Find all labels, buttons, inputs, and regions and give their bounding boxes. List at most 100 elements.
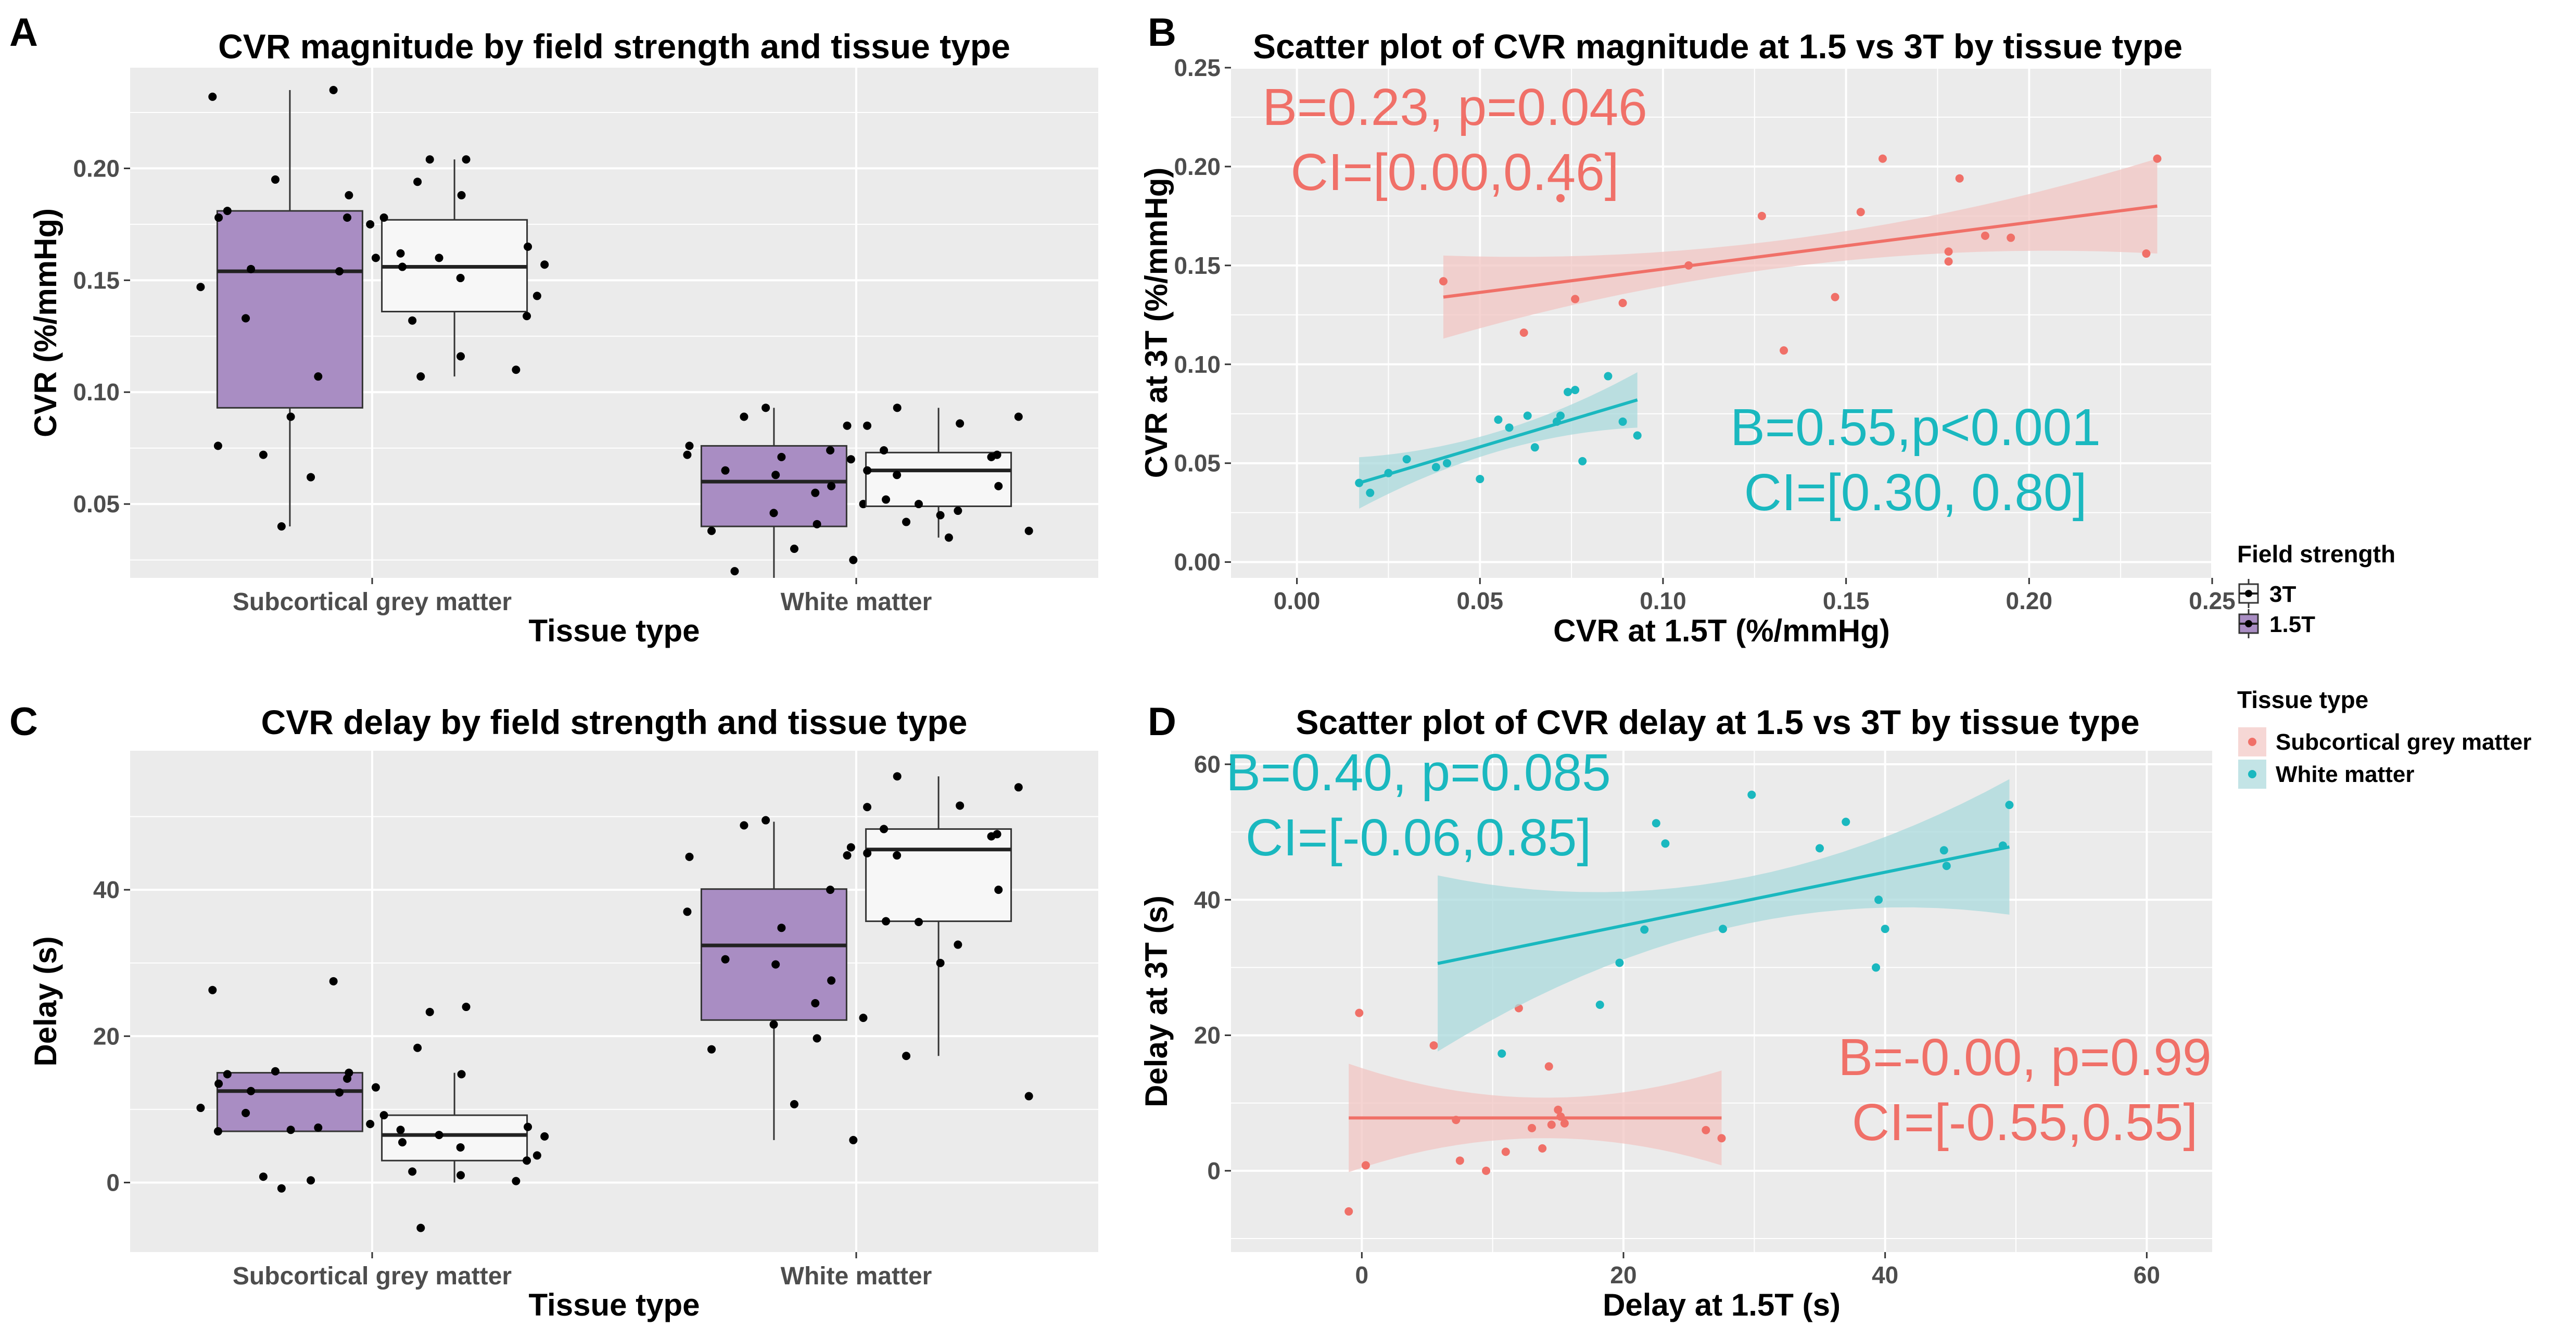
- legend-title-tissue-type: Tissue type: [2237, 686, 2368, 713]
- data-point: [1939, 846, 1948, 855]
- panel-A: A CVR magnitude by field strength and tis…: [9, 10, 1098, 648]
- data-point: [707, 526, 716, 535]
- box-group-3T-white: [846, 772, 1033, 1101]
- data-point: [1505, 423, 1514, 432]
- data-point: [396, 249, 405, 258]
- data-point: [1564, 387, 1572, 396]
- legend-title-field-strength: Field strength: [2237, 540, 2395, 567]
- data-point: [408, 1167, 417, 1176]
- data-point: [880, 446, 889, 454]
- data-point: [271, 1067, 280, 1076]
- data-point: [740, 821, 748, 830]
- data-point: [307, 473, 315, 482]
- stat-annotation-line1: B=0.23, p=0.046: [1262, 78, 1647, 136]
- data-point: [366, 1119, 375, 1128]
- data-point: [1556, 411, 1565, 420]
- y-tick-label: 40: [1194, 886, 1221, 913]
- data-point: [1652, 819, 1660, 828]
- data-point: [1881, 925, 1889, 933]
- data-point: [345, 191, 353, 199]
- panel-B: B Scatter plot of CVR magnitude at 1.5 vs…: [1139, 10, 2236, 648]
- data-point: [1571, 386, 1580, 395]
- y-tick-label: 0.15: [73, 267, 120, 294]
- data-point: [2005, 801, 2014, 810]
- y-tick-label: 0.25: [1174, 54, 1221, 81]
- data-point: [416, 1223, 425, 1232]
- data-point: [849, 555, 858, 564]
- data-point: [893, 471, 902, 479]
- data-point: [769, 509, 778, 517]
- data-point: [413, 1043, 422, 1052]
- y-tick-label: 0: [106, 1169, 120, 1196]
- x-tick-label: 0.25: [2189, 587, 2236, 614]
- data-point: [307, 1176, 315, 1185]
- data-point: [1747, 790, 1756, 799]
- data-point: [1872, 963, 1881, 972]
- data-point: [685, 852, 694, 861]
- box-group-3T-grey: [366, 155, 549, 381]
- data-point: [329, 977, 338, 986]
- panel-letter: A: [9, 10, 38, 55]
- data-point: [987, 452, 996, 461]
- data-point: [1361, 1161, 1370, 1170]
- x-category-label: Subcortical grey matter: [233, 1262, 512, 1290]
- data-point: [1618, 417, 1627, 426]
- data-point: [208, 92, 217, 101]
- x-category-label: Subcortical grey matter: [233, 588, 512, 616]
- data-point: [343, 1074, 352, 1083]
- x-tick-label: 20: [1610, 1261, 1636, 1289]
- data-point: [1842, 817, 1850, 826]
- x-category-label: White matter: [781, 1262, 932, 1290]
- data-point: [827, 482, 836, 490]
- data-point: [1498, 1049, 1506, 1058]
- box-group-3T-white: [846, 403, 1033, 542]
- data-point: [1476, 475, 1484, 484]
- data-point: [1523, 411, 1532, 420]
- data-point: [524, 1122, 532, 1131]
- y-tick-label: 0.00: [1174, 549, 1221, 576]
- y-tick-label: 60: [1194, 751, 1221, 778]
- data-point: [335, 1088, 344, 1097]
- y-tick-label: 0.20: [1174, 153, 1221, 180]
- data-point: [813, 520, 821, 528]
- box-iqr: [216, 1072, 363, 1132]
- data-point: [826, 446, 835, 454]
- y-axis-title: CVR (%/mmHg): [28, 208, 63, 437]
- data-point: [1618, 299, 1627, 308]
- chart-title: Scatter plot of CVR delay at 1.5 vs 3T b…: [1296, 703, 2139, 741]
- data-point: [371, 254, 380, 262]
- legend-label: 3T: [2269, 582, 2296, 607]
- data-point: [827, 976, 836, 985]
- data-point: [523, 312, 531, 321]
- data-point: [1856, 208, 1865, 217]
- data-point: [532, 1151, 541, 1160]
- data-point: [425, 1007, 434, 1016]
- data-point: [1344, 1207, 1353, 1216]
- data-point: [1615, 958, 1624, 967]
- data-point: [846, 455, 855, 464]
- data-point: [271, 175, 280, 184]
- data-point: [512, 365, 521, 374]
- data-point: [1757, 211, 1766, 220]
- y-tick-label: 0.05: [73, 490, 120, 517]
- x-tick-label: 0.20: [2006, 587, 2053, 614]
- x-tick-label: 0.10: [1640, 587, 1686, 614]
- y-tick-label: 0.20: [73, 155, 120, 182]
- data-point: [523, 1156, 531, 1165]
- y-tick-label: 0.05: [1174, 450, 1221, 477]
- data-point: [366, 220, 375, 229]
- stat-annotation-line2: CI=[0.30, 0.80]: [1744, 463, 2087, 522]
- data-point: [859, 1014, 868, 1022]
- data-point: [456, 352, 465, 361]
- data-point: [277, 1184, 286, 1193]
- x-axis-title: Tissue type: [528, 1287, 700, 1322]
- data-point: [863, 803, 872, 812]
- legend-point: [2248, 738, 2256, 746]
- data-point: [1355, 478, 1364, 487]
- data-point: [213, 441, 222, 450]
- data-point: [707, 1045, 716, 1054]
- data-point: [1556, 1112, 1565, 1121]
- data-point: [893, 851, 902, 860]
- data-point: [1366, 488, 1375, 497]
- regression-line: [1443, 204, 2158, 299]
